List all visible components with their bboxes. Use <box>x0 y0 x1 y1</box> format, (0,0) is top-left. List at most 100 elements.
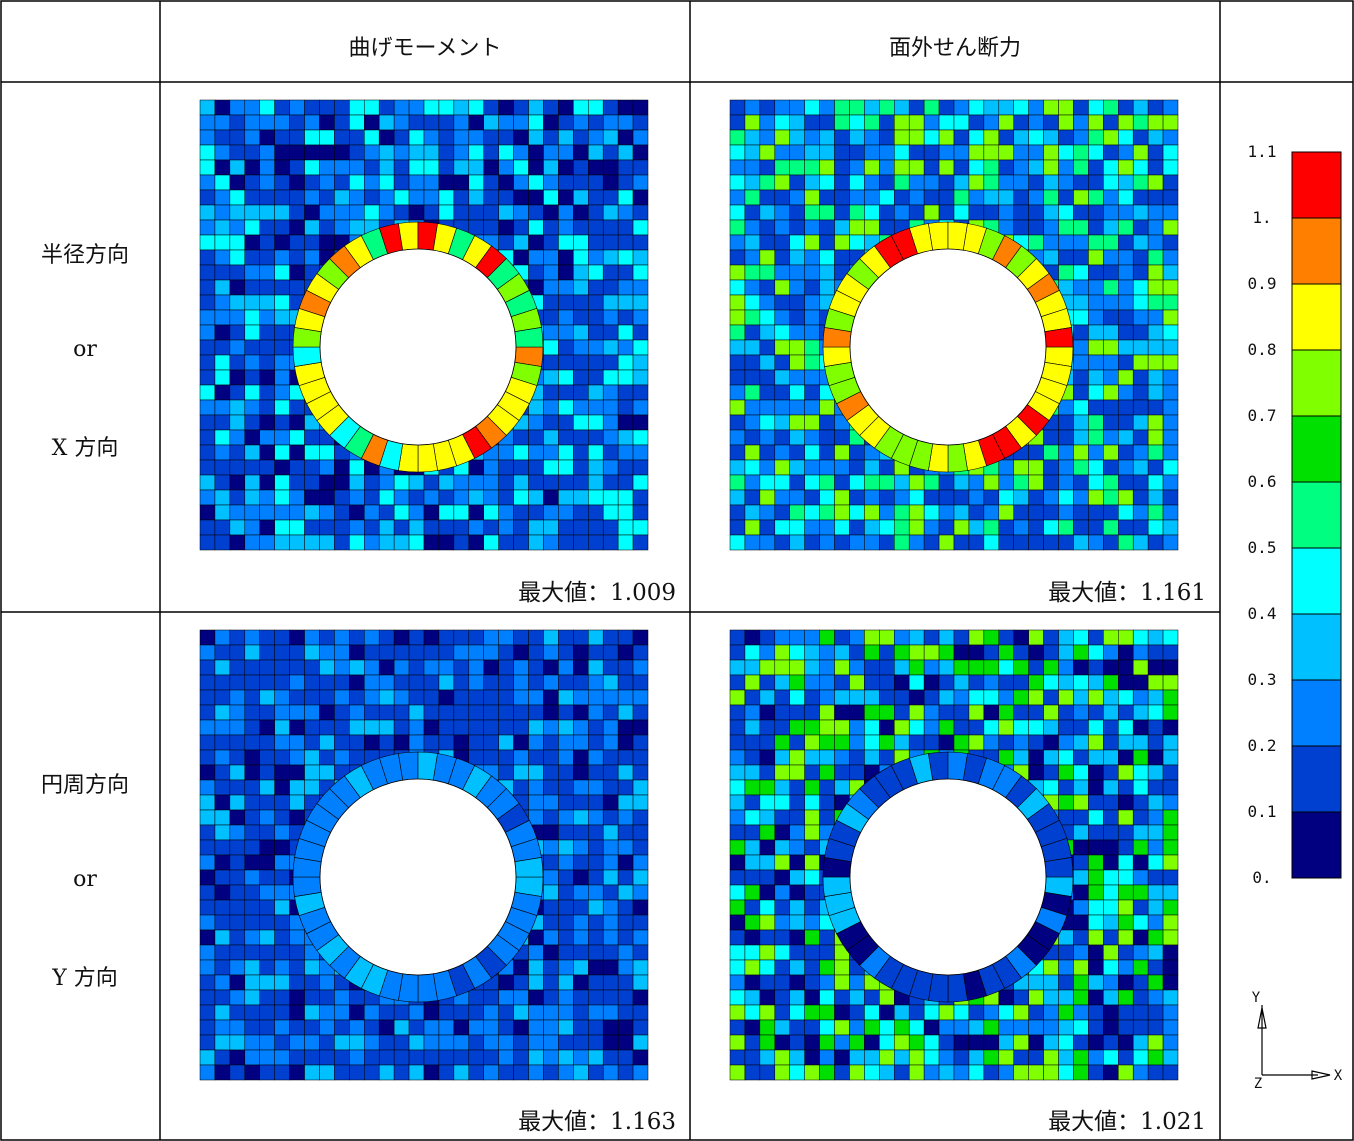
element <box>543 520 558 535</box>
element <box>215 370 230 385</box>
element <box>200 870 215 885</box>
element <box>588 630 603 645</box>
element <box>558 900 573 915</box>
element <box>969 675 984 690</box>
element <box>1148 370 1163 385</box>
element <box>1103 900 1118 915</box>
element <box>969 115 984 130</box>
element <box>305 115 320 130</box>
element <box>1014 145 1029 160</box>
element <box>200 355 215 370</box>
element <box>275 885 290 900</box>
element <box>1133 825 1148 840</box>
element <box>1133 720 1148 735</box>
element <box>1163 720 1178 735</box>
element <box>200 445 215 460</box>
element <box>305 690 320 705</box>
element <box>245 415 260 430</box>
element <box>439 660 454 675</box>
element <box>618 690 633 705</box>
element <box>245 825 260 840</box>
element <box>543 960 558 975</box>
element <box>1029 535 1044 550</box>
element <box>334 1065 349 1080</box>
element <box>454 645 469 660</box>
element <box>290 145 305 160</box>
element <box>245 1065 260 1080</box>
element <box>275 855 290 870</box>
element <box>849 235 864 250</box>
element <box>469 645 484 660</box>
element <box>760 795 775 810</box>
element <box>603 295 618 310</box>
element <box>1059 675 1074 690</box>
element <box>1148 675 1163 690</box>
element <box>543 900 558 915</box>
element <box>1088 370 1103 385</box>
element <box>275 325 290 340</box>
element <box>879 675 894 690</box>
element <box>334 175 349 190</box>
element <box>1148 505 1163 520</box>
element <box>805 430 820 445</box>
element <box>745 445 760 460</box>
element <box>499 175 514 190</box>
element <box>588 705 603 720</box>
element <box>454 705 469 720</box>
element <box>200 915 215 930</box>
element <box>484 690 499 705</box>
element <box>200 520 215 535</box>
element <box>633 415 648 430</box>
element <box>439 1005 454 1020</box>
element <box>275 795 290 810</box>
element <box>618 385 633 400</box>
element <box>820 960 835 975</box>
element <box>603 945 618 960</box>
element <box>319 990 334 1005</box>
colorbar-segment <box>1292 152 1341 218</box>
element <box>1103 475 1118 490</box>
element <box>1029 475 1044 490</box>
element <box>879 720 894 735</box>
element <box>409 675 424 690</box>
element <box>633 1065 648 1080</box>
element <box>529 750 544 765</box>
element <box>558 1065 573 1080</box>
element <box>245 915 260 930</box>
element <box>245 870 260 885</box>
element <box>879 690 894 705</box>
element <box>1073 190 1088 205</box>
element <box>215 280 230 295</box>
element <box>558 355 573 370</box>
element <box>1044 445 1059 460</box>
element <box>760 975 775 990</box>
element <box>275 930 290 945</box>
element <box>558 205 573 220</box>
element <box>499 1050 514 1065</box>
element <box>334 190 349 205</box>
element <box>275 475 290 490</box>
element <box>334 490 349 505</box>
element <box>633 160 648 175</box>
element <box>924 130 939 145</box>
colorbar-segment <box>1292 350 1341 416</box>
element <box>529 945 544 960</box>
element <box>200 400 215 415</box>
element <box>1044 490 1059 505</box>
element <box>514 990 529 1005</box>
element <box>543 460 558 475</box>
element <box>1133 415 1148 430</box>
element <box>820 645 835 660</box>
element <box>558 400 573 415</box>
element <box>790 720 805 735</box>
element <box>349 645 364 660</box>
element <box>849 160 864 175</box>
element <box>1029 520 1044 535</box>
element <box>200 115 215 130</box>
element <box>275 630 290 645</box>
element <box>618 1065 633 1080</box>
element <box>745 1035 760 1050</box>
element <box>730 1065 745 1080</box>
colorbar-label: 0.5 <box>1248 538 1277 557</box>
element <box>319 750 334 765</box>
